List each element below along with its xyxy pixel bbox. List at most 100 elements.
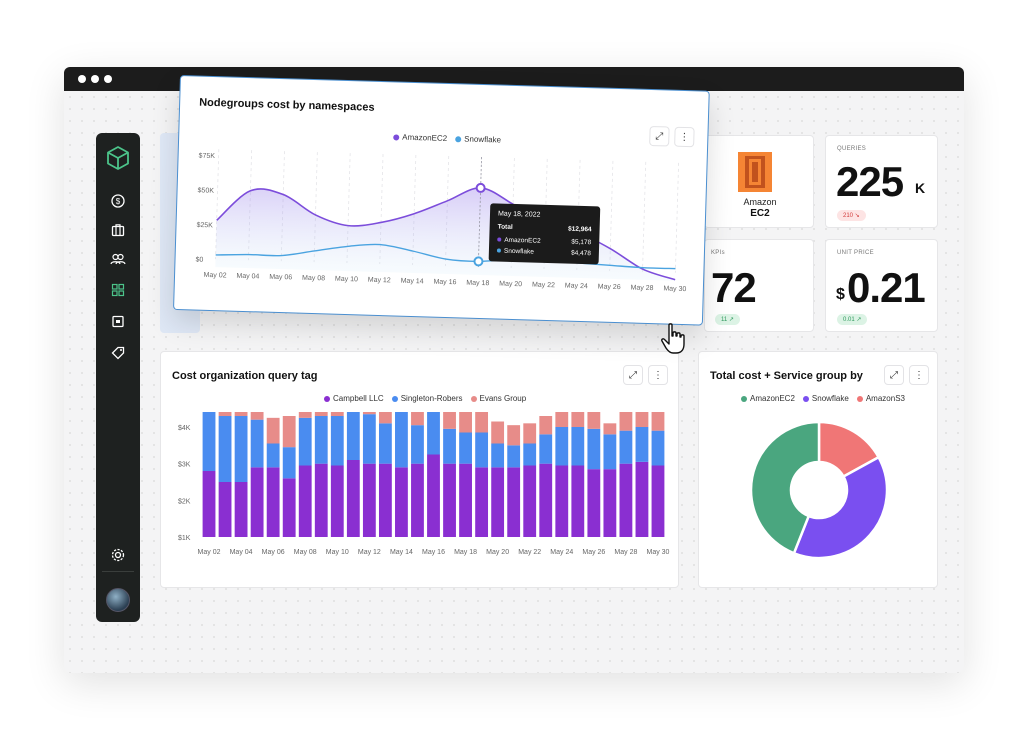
bar-segment [587,469,601,537]
bar-segment [635,412,649,427]
bar-segment [362,463,376,537]
tooltip-date: May 18, 2022 [497,210,541,219]
briefcase-icon[interactable] [108,220,128,240]
bar-segment [202,471,216,537]
x-tick-label: May 12 [358,549,381,556]
tooltip-total-value: $12,964 [567,225,592,234]
x-tick-label: May 06 [262,549,285,556]
sidebar-divider [102,571,134,572]
legend-label: AmazonEC2 [402,132,448,143]
bar-segment [539,434,553,464]
x-tick-label: May 14 [401,278,424,286]
donut-chart [749,420,889,560]
bar-segment [411,412,424,426]
bar-segment [491,467,505,537]
bar-segment [395,412,408,468]
window-dot-icon[interactable] [91,75,99,83]
tag-icon[interactable] [108,343,128,363]
more-icon[interactable]: ⋮ [648,365,668,385]
grid-icon[interactable] [108,280,128,300]
cube-logo-icon[interactable] [105,145,131,171]
x-tick-label: May 04 [236,273,259,281]
tooltip-row: AmazonEC2 [497,236,541,245]
window-dot-icon[interactable] [78,75,86,83]
queries-badge: 210 ↘ [837,210,866,221]
bar-segment [571,412,585,427]
unit-price-badge: 0.01 ↗ [837,314,868,325]
y-tick-label: $3K [178,462,191,469]
y-tick-label: $25K [196,222,213,229]
bar-segment [218,482,232,537]
tooltip-swatch [497,237,502,242]
bar-segment [587,428,601,470]
bar-segment [635,427,649,462]
avatar[interactable] [106,588,130,612]
y-tick-label: $2K [178,498,191,505]
legend-item[interactable]: AmazonEC2 [393,132,447,143]
nodegroups-popup: Nodegroups cost by namespaces ⤢ ⋮ Amazon… [173,75,710,326]
cost-org-card: Cost organization query tag ⤢ ⋮ Campbell… [160,351,679,588]
x-tick-label: May 10 [335,276,358,284]
legend-item[interactable]: Snowflake [802,394,849,403]
legend-label: AmazonS3 [865,394,905,403]
bar-segment [362,412,376,415]
bar-segment [507,445,521,468]
legend-swatch [741,395,747,402]
tooltip-row-label: AmazonEC2 [504,236,541,245]
legend-item[interactable]: Campbell LLC [324,394,384,403]
x-tick-label: May 16 [433,279,456,287]
bar-segment [571,427,585,466]
bar-segment [298,412,312,418]
grid-line [674,162,680,273]
grid-line [642,161,647,272]
kpis-label: KPIs [711,250,725,256]
x-tick-label: May 28 [614,549,637,556]
more-icon[interactable]: ⋮ [674,126,695,148]
bar-segment [619,430,633,464]
bar-segment [459,432,472,464]
bar-segment [266,467,280,537]
bar-segment [330,465,344,537]
x-tick-label: May 22 [532,282,555,290]
cost-org-title: Cost organization query tag [172,370,318,382]
expand-icon[interactable]: ⤢ [623,365,643,385]
legend-item[interactable]: AmazonS3 [856,394,905,403]
tooltip-row-value: $5,178 [571,238,592,247]
legend-item[interactable]: Snowflake [455,134,501,145]
x-tick-label: May 16 [422,549,445,556]
grid-line [215,149,220,260]
bar-segment [298,417,312,466]
legend-item[interactable]: AmazonEC2 [741,394,795,403]
bar-segment [619,463,633,537]
users-icon[interactable] [108,249,128,269]
bar-segment [427,454,440,537]
legend-item[interactable]: Evans Group [470,394,526,403]
svg-text:$: $ [116,197,121,206]
bar-segment [443,463,456,537]
bar-segment [266,417,280,444]
legend-item[interactable]: Singleton-Robers [391,394,463,403]
donut-slice [749,420,821,555]
more-icon[interactable]: ⋮ [909,365,929,385]
cost-org-legend: Campbell LLC Singleton-Robers Evans Grou… [324,394,526,403]
bar-segment [603,469,617,537]
dollar-icon[interactable]: $ [108,191,128,211]
legend-swatch [324,395,330,402]
bar-segment [507,425,521,446]
legend-label: Campbell LLC [333,394,384,403]
gear-icon[interactable] [108,545,128,565]
bar-segment [523,465,537,537]
legend-swatch [391,395,398,402]
bar-segment [555,465,569,537]
bar-segment [475,432,489,468]
queries-label: QUERIES [837,146,867,152]
bar-segment [250,412,264,420]
bar-segment [314,412,328,416]
window-dot-icon[interactable] [104,75,112,83]
expand-icon[interactable]: ⤢ [884,365,904,385]
calendar-icon[interactable] [108,311,128,331]
bar-segment [523,423,537,444]
bar-segment [282,478,296,537]
ec2-card: Amazon EC2 [704,135,814,228]
expand-icon[interactable]: ⤢ [649,125,670,147]
